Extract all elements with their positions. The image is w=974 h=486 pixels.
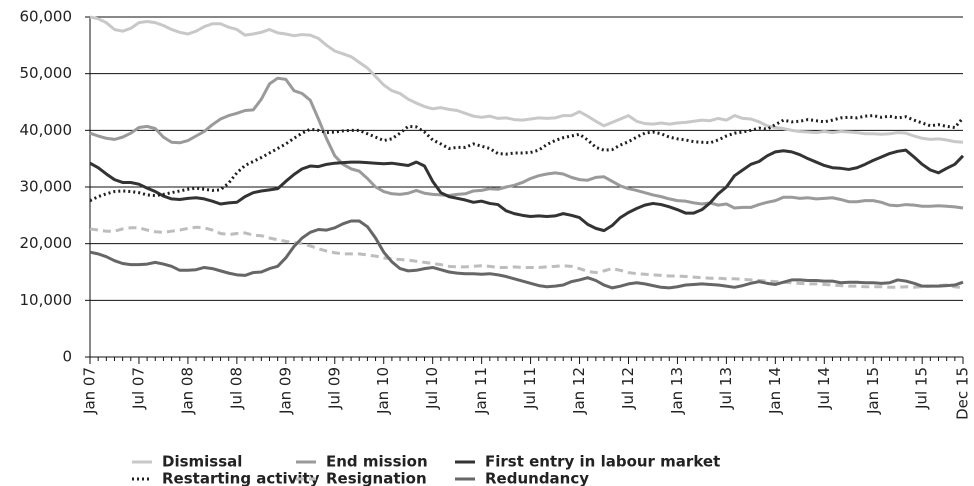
x-tick-label: Jul 09 xyxy=(325,367,343,410)
y-tick-label: 20,000 xyxy=(20,234,73,252)
x-tick-label: Jul 11 xyxy=(521,367,539,410)
x-tick-label: Jul 07 xyxy=(129,367,147,410)
x-tick-label: Jul 13 xyxy=(717,367,735,410)
x-tick-label: Jul 14 xyxy=(815,367,833,410)
y-tick-label: 60,000 xyxy=(20,8,73,26)
legend-label: End mission xyxy=(326,453,428,471)
legend-label: Restarting activity xyxy=(162,470,320,486)
legend-label: First entry in labour market xyxy=(485,453,720,471)
x-tick-label: Jan 12 xyxy=(570,367,588,415)
x-tick-label: Jan 14 xyxy=(766,367,784,415)
legend-label: Resignation xyxy=(326,470,427,486)
y-tick-label: 40,000 xyxy=(20,121,73,139)
x-tick-label: Jan 10 xyxy=(374,367,392,415)
legend-label: Dismissal xyxy=(162,453,242,471)
series-line xyxy=(89,148,965,233)
x-tick-label: Jan 11 xyxy=(472,367,490,415)
x-tick-label: Jul 08 xyxy=(227,367,245,410)
x-tick-label: Jan 07 xyxy=(81,367,99,415)
x-tick-label: Jul 12 xyxy=(619,367,637,410)
y-tick-label: 50,000 xyxy=(20,64,73,82)
x-tick-label: Jul 15 xyxy=(913,367,931,410)
x-tick-label: Jan 09 xyxy=(276,367,294,415)
series-line xyxy=(89,15,964,144)
x-tick-label: Jan 15 xyxy=(864,367,882,415)
y-tick-label: 30,000 xyxy=(20,178,73,196)
series-line xyxy=(89,114,965,202)
y-tick-label: 0 xyxy=(62,348,72,366)
legend-label: Redundancy xyxy=(485,470,589,486)
series-line xyxy=(89,76,964,210)
x-tick-label: Jan 13 xyxy=(668,367,686,415)
x-tick-label: Jan 08 xyxy=(178,367,196,415)
series-line xyxy=(89,225,964,290)
y-tick-label: 10,000 xyxy=(20,291,73,309)
x-tick-label: Jul 10 xyxy=(423,367,441,410)
series-line xyxy=(89,219,964,290)
x-tick-label: Dec 15 xyxy=(954,367,972,420)
